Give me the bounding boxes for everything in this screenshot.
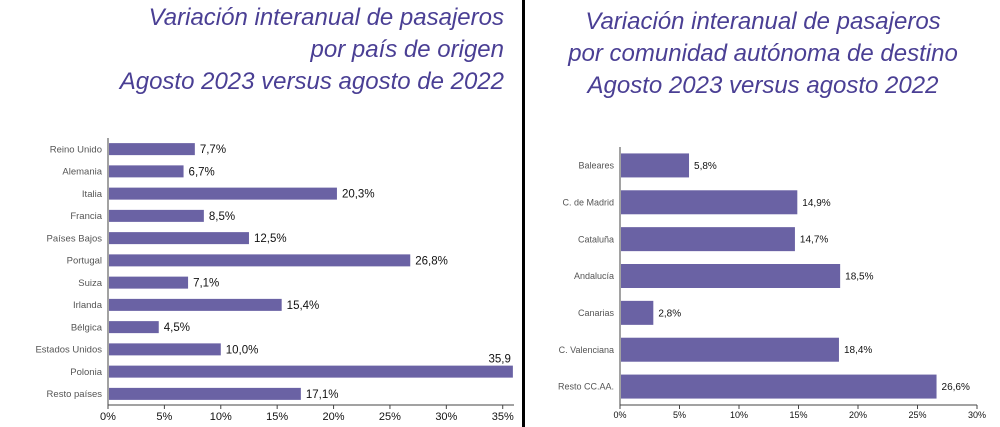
category-label: C. de Madrid xyxy=(562,197,614,207)
chart-title-line: Variación interanual de pasajeros xyxy=(148,4,504,31)
data-label: 6,7% xyxy=(189,166,215,178)
data-label: 8,5% xyxy=(209,211,235,223)
category-label: Resto países xyxy=(47,389,103,400)
data-label: 17,1% xyxy=(306,389,339,401)
chart-title: Variación interanual de pasajeros por pa… xyxy=(120,2,504,98)
x-tick-label: 15% xyxy=(266,411,288,423)
chart-title-line: por país de origen xyxy=(310,36,504,63)
category-label: Bélgica xyxy=(71,322,103,333)
chart-panel-countries: Variación interanual de pasajeros por pa… xyxy=(35,2,514,423)
chart-title-line: Agosto 2023 versus agosto 2022 xyxy=(587,72,939,99)
x-tick-label: 30% xyxy=(968,410,986,420)
category-label: Portugal xyxy=(67,256,102,267)
bar-chart-countries: 0% 5% 10% 15% 20% 25% 30% 35% Reino Unido 7,7% Ale… xyxy=(35,138,514,423)
bar xyxy=(109,298,282,311)
data-label: 15,4% xyxy=(287,300,320,312)
x-tick-label: 25% xyxy=(908,410,926,420)
data-label: 26,8% xyxy=(415,255,448,267)
category-label: Suiza xyxy=(78,278,102,289)
category-label: Polonia xyxy=(70,367,102,378)
bar xyxy=(109,232,249,245)
bar xyxy=(621,227,795,252)
category-label: Estados Unidos xyxy=(35,345,102,356)
data-label: 26,6% xyxy=(942,382,970,393)
chart-title: Variación interanual de pasajeros por co… xyxy=(526,6,1000,102)
bar xyxy=(621,337,839,362)
data-label: 10,0% xyxy=(226,344,259,356)
data-label: 7,1% xyxy=(193,278,219,290)
x-tick-label: 5% xyxy=(673,410,686,420)
data-label: 2,8% xyxy=(658,308,681,319)
x-tick-label: 10% xyxy=(210,411,232,423)
x-tick-label: 30% xyxy=(435,411,457,423)
data-label: 12,5% xyxy=(254,233,287,245)
data-label: 18,4% xyxy=(844,345,872,356)
x-tick-label: 5% xyxy=(156,411,172,423)
data-label: 5,8% xyxy=(694,161,717,172)
bar xyxy=(109,187,337,200)
chart-title-line: Variación interanual de pasajeros xyxy=(585,8,941,35)
category-label: Países Bajos xyxy=(47,233,103,244)
bar xyxy=(109,165,184,178)
bar-chart-regions: 0% 5% 10% 15% 20% 25% 30% Baleares 5,8% C. de Mad… xyxy=(558,147,986,420)
category-label: Cataluña xyxy=(578,234,614,244)
bar xyxy=(109,143,195,156)
x-tick-label: 15% xyxy=(789,410,807,420)
panel-divider xyxy=(522,0,525,427)
chart-panel-regions: Variación interanual de pasajeros por co… xyxy=(526,0,1000,427)
bar xyxy=(621,190,798,215)
category-label: Andalucía xyxy=(574,271,614,281)
bar xyxy=(109,254,411,267)
category-label: Resto CC.AA. xyxy=(558,382,614,392)
x-tick-label: 0% xyxy=(100,411,116,423)
data-label: 35,9 xyxy=(488,354,510,366)
data-label: 7,7% xyxy=(200,144,226,156)
bar xyxy=(621,264,841,288)
category-label: Italia xyxy=(82,189,103,200)
x-tick-label: 0% xyxy=(613,410,626,420)
x-tick-label: 10% xyxy=(730,410,748,420)
bar xyxy=(109,321,159,334)
category-label: Irlanda xyxy=(73,300,103,311)
category-label: C. Valenciana xyxy=(559,345,614,355)
data-label: 18,5% xyxy=(845,272,873,283)
x-tick-label: 20% xyxy=(323,411,345,423)
category-label: Canarias xyxy=(578,308,615,318)
data-label: 14,9% xyxy=(802,198,830,209)
x-tick-label: 20% xyxy=(849,410,867,420)
bar xyxy=(621,300,654,325)
category-label: Alemania xyxy=(62,167,102,178)
chart-title-line: Agosto 2023 versus agosto de 2022 xyxy=(119,68,504,95)
bar xyxy=(621,153,690,178)
bar xyxy=(109,276,189,289)
data-label: 4,5% xyxy=(164,322,190,334)
category-label: Francia xyxy=(70,211,102,222)
x-tick-label: 25% xyxy=(379,411,401,423)
data-label: 14,7% xyxy=(800,235,828,246)
category-label: Baleares xyxy=(578,161,614,171)
bar xyxy=(109,343,221,356)
bar xyxy=(621,374,937,399)
chart-title-line: por comunidad autónoma de destino xyxy=(568,40,958,67)
data-label: 20,3% xyxy=(342,189,375,201)
bar xyxy=(109,387,301,400)
x-tick-label: 35% xyxy=(492,411,514,423)
bar xyxy=(109,365,513,378)
bar xyxy=(109,209,204,222)
category-label: Reino Unido xyxy=(50,144,102,155)
